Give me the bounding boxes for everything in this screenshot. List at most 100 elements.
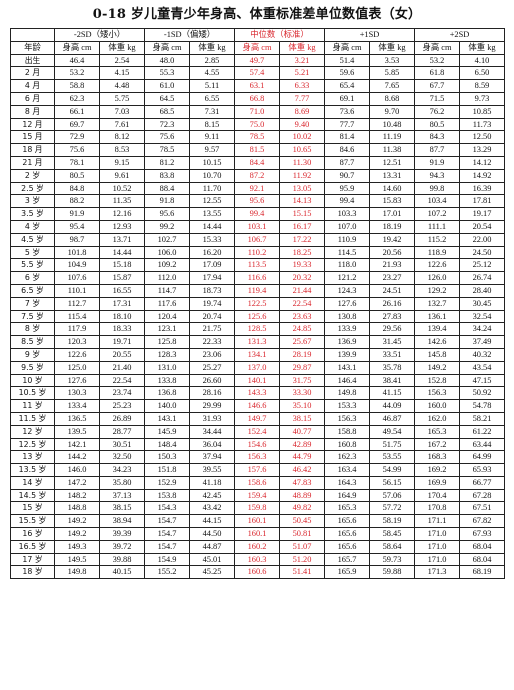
value-cell: 143.3 [234,386,280,401]
value-cell: 22.54 [99,373,145,388]
value-cell: 94.3 [414,168,460,183]
value-cell: 53.55 [369,450,415,465]
value-cell: 44.50 [189,527,235,541]
value-cell: 54.78 [459,399,505,413]
value-cell: 92.1 [234,181,280,196]
value-cell: 23.63 [279,309,325,324]
value-cell: 99.4 [324,194,370,209]
value-cell: 28.77 [99,424,145,439]
value-cell: 48.0 [144,53,190,68]
value-cell: 8.68 [369,91,415,106]
age-cell: 18 月 [10,143,55,157]
value-cell: 16.39 [459,181,505,196]
value-cell: 46.4 [54,53,100,68]
value-cell: 128.5 [234,322,280,337]
value-cell: 9.70 [369,104,415,119]
age-cell: 4 岁 [10,219,55,234]
height-weight-table: -2SD（矮小） -1SD（偏矮） 中位数（标准） +1SD +2SD 年龄 身… [10,28,505,580]
value-cell: 67.28 [459,488,505,503]
value-cell: 129.2 [414,283,460,298]
age-cell: 12 岁 [10,424,55,439]
value-cell: 21.93 [369,258,415,273]
value-cell: 99.8 [414,181,460,196]
value-cell: 142.6 [414,335,460,349]
column-header: 身高 cm [414,40,460,55]
table-row: 4.5 岁 98.7 13.71 102.7 15.33 106.7 17.22 110.9 1… [10,232,505,247]
column-header: 身高 cm [234,40,280,55]
value-cell: 123.1 [144,322,190,337]
value-cell: 19.71 [99,335,145,349]
value-cell: 91.9 [54,207,100,221]
value-cell: 171.3 [414,565,460,580]
column-header: 体重 kg [99,40,145,55]
value-cell: 73.6 [324,104,370,119]
value-cell: 131.3 [234,335,280,349]
value-cell: 47.15 [459,373,505,388]
value-cell: 157.6 [234,463,280,477]
value-cell: 63.1 [234,79,280,93]
age-cell: 15 月 [10,130,55,145]
value-cell: 140.1 [234,373,280,388]
page-title: 0-18 岁儿童青少年身高、体重标准差单位数值表（女） [92,7,422,22]
value-cell: 2.85 [189,53,235,68]
value-cell: 51.75 [369,437,415,452]
value-cell: 32.50 [99,450,145,465]
value-cell: 84.3 [414,130,460,145]
value-cell: 13.29 [459,143,505,157]
value-cell: 4.15 [99,66,145,81]
value-cell: 114.7 [144,283,190,298]
value-cell: 110.2 [234,245,280,260]
table-row: 14.5 岁 148.2 37.13 153.8 42.45 159.4 48.89 164.… [10,488,505,503]
table-row: 15 月 72.9 8.12 75.6 9.11 78.5 10.02 81.4 11.19 84… [10,130,505,145]
value-cell: 136.1 [414,309,460,324]
value-cell: 159.4 [234,488,280,503]
value-cell: 112.7 [54,296,100,311]
value-cell: 78.1 [54,155,100,170]
value-cell: 10.65 [279,143,325,157]
value-cell: 145.9 [144,424,190,439]
value-cell: 18.25 [279,245,325,260]
value-cell: 43.42 [189,501,235,516]
age-cell: 5 岁 [10,245,55,260]
value-cell: 102.7 [144,232,190,247]
value-cell: 95.4 [54,219,100,234]
value-cell: 104.9 [54,258,100,273]
value-cell: 11.73 [459,117,505,132]
value-cell: 58.64 [369,539,415,554]
value-cell: 154.7 [144,527,190,541]
value-cell: 149.8 [54,565,100,580]
value-cell: 84.4 [234,155,280,170]
value-cell: 28.19 [279,347,325,362]
column-header-row: 年龄 身高 cm 体重 kg 身高 cm 体重 kg 身高 cm 体重 kg 身… [10,40,505,55]
value-cell: 27.83 [369,309,415,324]
value-cell: 109.2 [144,258,190,273]
value-cell: 170.4 [414,488,460,503]
value-cell: 63.44 [459,437,505,452]
age-cell: 7.5 岁 [10,309,55,324]
table-row: 10.5 岁 130.3 23.74 136.8 28.16 143.3 33.30 149.… [10,386,505,401]
value-cell: 25.67 [279,335,325,349]
value-cell: 87.2 [234,168,280,183]
value-cell: 165.6 [324,514,370,529]
value-cell: 32.54 [459,309,505,324]
value-cell: 148.2 [54,488,100,503]
value-cell: 8.53 [99,143,145,157]
table-row: 5 岁 101.8 14.44 106.0 16.20 110.2 18.25 114.5 20… [10,245,505,260]
value-cell: 10.15 [189,155,235,170]
value-cell: 68.5 [144,104,190,119]
group-header-minus-2sd: -2SD（矮小） [54,28,145,42]
value-cell: 17.22 [279,232,325,247]
value-cell: 58.8 [54,79,100,93]
value-cell: 17.01 [369,207,415,221]
value-cell: 11.35 [99,194,145,209]
value-cell: 128.3 [144,347,190,362]
table-row: 14 岁 147.2 35.80 152.9 41.18 158.6 47.83 164.3 5… [10,475,505,490]
value-cell: 40.32 [459,347,505,362]
age-cell: 15 岁 [10,501,55,516]
value-cell: 72.9 [54,130,100,145]
value-cell: 58.21 [459,411,505,426]
value-cell: 4.10 [459,53,505,68]
group-header-minus-1sd: -1SD（偏矮） [144,28,235,42]
value-cell: 99.2 [144,219,190,234]
value-cell: 117.6 [144,296,190,311]
